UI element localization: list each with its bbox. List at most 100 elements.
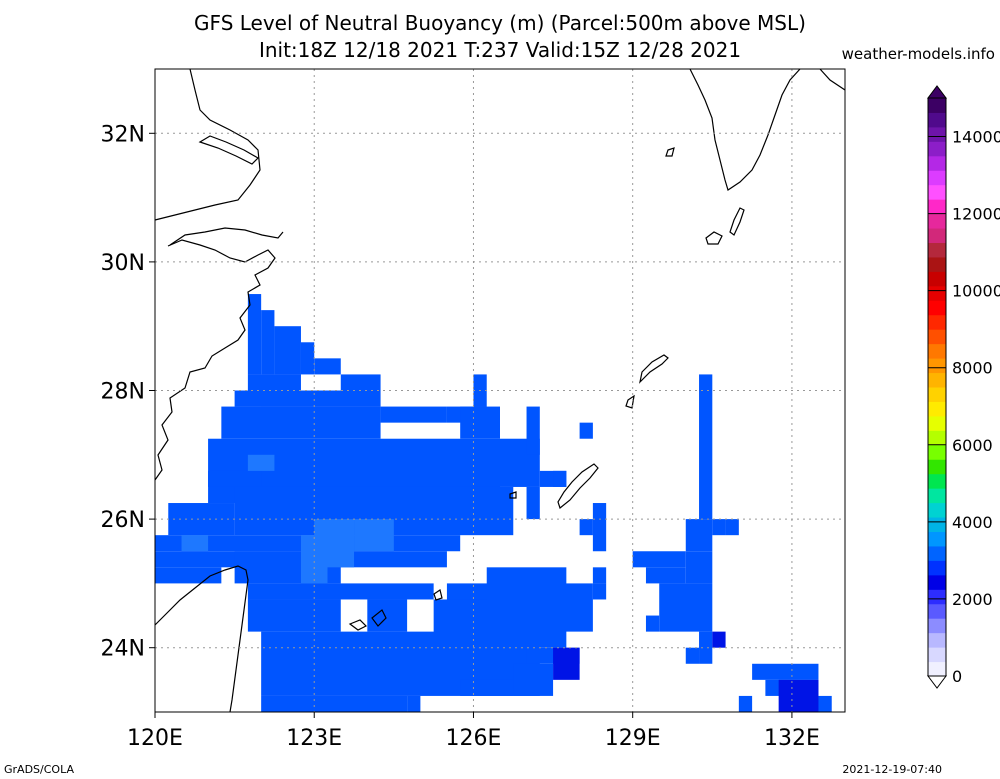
chart-subtitle: Init:18Z 12/18 2021 T:237 Valid:15Z 12/2…: [259, 38, 741, 62]
x-axis: 120E 123E 126E 129E 132E: [127, 712, 820, 751]
y-tick-label-1: 26N: [101, 508, 145, 533]
lnb-cell-light-2: [354, 519, 394, 552]
lnb-cell-15: [526, 406, 540, 455]
lnb-cell-8: [261, 390, 381, 407]
island-miyako: [433, 589, 443, 601]
lnb-cell-20: [168, 503, 235, 536]
island-tanegashima: [729, 207, 745, 236]
coastline-kyushu: [689, 68, 801, 191]
lnb-cell-10: [380, 406, 447, 423]
colorbar-tick-label-5: 10000: [952, 282, 1000, 301]
coastline-shikoku: [819, 68, 846, 91]
colorbar-segment-20: [928, 372, 946, 388]
lnb-cell-36: [460, 679, 514, 696]
lnb-cell-45: [685, 519, 713, 552]
lnb-cell-49: [699, 374, 713, 520]
lnb-cell-44: [645, 615, 660, 632]
colorbar-segment-23: [928, 329, 946, 345]
footer-left: GrADS/COLA: [4, 763, 74, 776]
colorbar-segment-35: [928, 155, 946, 171]
colorbar-segment-27: [928, 271, 946, 287]
lnb-cell-2: [274, 326, 301, 375]
y-axis: 24N 26N 28N 30N 32N: [101, 122, 155, 662]
lnb-cell-9: [340, 374, 381, 391]
x-tick-label-0: 120E: [127, 726, 183, 751]
colorbar-tick-label-7: 14000: [952, 128, 1000, 147]
lnb-cell-light-0: [247, 454, 275, 471]
lnb-cell-18: [208, 470, 262, 487]
colorbar-segment-11: [928, 502, 946, 518]
colorbar-segment-15: [928, 444, 946, 460]
colorbar-segment-9: [928, 531, 946, 547]
colorbar-segment-18: [928, 401, 946, 417]
lnb-cell-light-4: [181, 535, 209, 552]
colorbar-segment-3: [928, 618, 946, 634]
coastlines: [154, 68, 846, 713]
colorbar-segment-36: [928, 141, 946, 157]
colorbar-segment-38: [928, 112, 946, 128]
x-tick-label-3: 129E: [605, 726, 661, 751]
x-tick-label-2: 126E: [446, 726, 502, 751]
y-tick-label-0: 24N: [101, 637, 145, 662]
colorbar-tick-label-4: 8000: [952, 359, 993, 378]
lnb-cell-39: [592, 567, 607, 584]
colorbar-segment-13: [928, 473, 946, 489]
lnb-cell-13: [460, 406, 500, 439]
island-small-1: [625, 394, 635, 409]
colorbar-tick-label-0: 0: [952, 667, 962, 686]
watermark: weather-models.info: [842, 45, 995, 63]
lnb-cell-47: [712, 519, 726, 536]
colorbar-segment-0: [928, 661, 946, 677]
island-small-2: [509, 491, 517, 499]
lnb-cell-26: [247, 599, 341, 632]
lnb-cell-0: [247, 294, 262, 375]
colorbar-segment-24: [928, 314, 946, 330]
colorbar-segment-32: [928, 199, 946, 215]
island-amami: [639, 354, 669, 384]
lnb-cell-55: [818, 695, 832, 712]
footer-right: 2021-12-19-07:40: [842, 763, 942, 776]
coastline-yangtze: [154, 68, 261, 221]
lnb-cell-33: [513, 663, 554, 696]
lnb-cell-23: [155, 567, 222, 584]
lnb-cell-52: [752, 663, 819, 680]
lnb-cell-42: [645, 567, 686, 584]
island-yakushima: [705, 231, 723, 245]
colorbar-segment-7: [928, 560, 946, 576]
y-tick-label-2: 28N: [101, 380, 145, 405]
colorbar-segment-1: [928, 647, 946, 663]
lnb-cell-48: [725, 519, 739, 536]
lnb-cell-dark-0: [553, 647, 580, 680]
colorbar-segment-26: [928, 285, 946, 301]
x-tick-label-1: 123E: [286, 726, 342, 751]
colorbar-segment-29: [928, 242, 946, 258]
colorbar-segment-31: [928, 213, 946, 229]
coastline-china: [154, 239, 276, 481]
lnb-cell-dark-1: [712, 631, 726, 648]
lnb-cell-7: [221, 406, 381, 439]
lnb-cell-light-3: [300, 535, 328, 584]
colorbar-segment-6: [928, 574, 946, 590]
lnb-cell-41: [632, 551, 686, 568]
lnb-cell-57: [579, 422, 593, 439]
colorbar-top-arrow: [927, 85, 947, 99]
colorbar-tick-label-3: 6000: [952, 436, 993, 455]
colorbar-tick-label-1: 2000: [952, 590, 993, 609]
colorbar-segment-34: [928, 170, 946, 186]
lnb-cell-35: [407, 695, 421, 712]
colorbar: 0 2000 4000 6000 8000 10000 12000 14000: [927, 85, 1000, 689]
lnb-cell-59: [553, 470, 567, 487]
lnb-cell-46: [685, 551, 713, 584]
colorbar-tick-label-2: 4000: [952, 513, 993, 532]
y-tick-label-3: 30N: [101, 251, 145, 276]
coastline-shanghai: [169, 227, 284, 246]
lnb-cell-56: [738, 695, 753, 712]
colorbar-segment-39: [928, 98, 946, 113]
lnb-cell-37: [579, 519, 593, 536]
chart-title: GFS Level of Neutral Buoyancy (m) (Parce…: [194, 11, 806, 35]
island-okinawa: [557, 463, 599, 510]
island-goto: [665, 147, 675, 157]
colorbar-segment-17: [928, 415, 946, 431]
lnb-cell-58: [526, 486, 540, 520]
